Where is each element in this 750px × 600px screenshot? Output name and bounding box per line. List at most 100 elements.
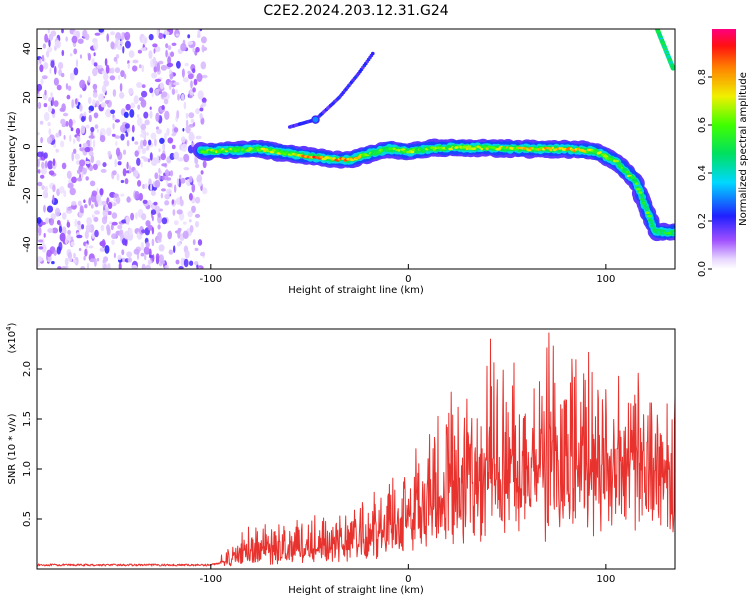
noise-speckle: [48, 39, 51, 48]
noise-speckle: [117, 161, 122, 166]
noise-speckle: [168, 83, 172, 91]
noise-speckle: [201, 187, 208, 195]
noise-speckle: [196, 73, 203, 82]
ridge-peak: [421, 149, 426, 152]
noise-speckle: [107, 150, 112, 157]
noise-speckle: [173, 151, 180, 160]
noise-speckle: [143, 111, 149, 119]
noise-speckle: [124, 123, 130, 129]
noise-speckle: [37, 158, 40, 168]
noise-speckle: [157, 224, 161, 230]
noise-speckle: [44, 160, 48, 169]
noise-speckle: [187, 70, 191, 75]
noise-speckle: [37, 83, 43, 92]
noise-speckle: [154, 138, 157, 147]
noise-speckle: [68, 257, 73, 262]
noise-speckle: [193, 78, 198, 86]
ridge-peak: [480, 147, 484, 151]
snr-y-multiplier: (x104): [5, 322, 18, 353]
noise-speckle: [76, 135, 80, 142]
noise-speckle: [181, 136, 186, 144]
ridge-peak: [649, 220, 653, 224]
noise-speckle: [111, 212, 118, 219]
noise-speckle: [61, 266, 67, 269]
noise-speckle: [73, 138, 76, 144]
noise-speckle: [197, 29, 201, 38]
noise-speckle: [90, 130, 94, 136]
noise-speckle: [125, 216, 130, 224]
noise-speckle: [142, 139, 147, 147]
noise-speckle: [96, 195, 101, 203]
noise-speckle: [96, 128, 99, 133]
noise-speckle: [65, 36, 68, 42]
noise-speckle: [177, 229, 181, 239]
noise-speckle: [115, 140, 118, 147]
noise-speckle: [147, 199, 152, 206]
noise-speckle: [83, 111, 87, 117]
noise-speckle: [115, 147, 121, 157]
noise-speckle: [85, 176, 89, 181]
noise-speckle: [192, 47, 195, 53]
noise-speckle: [55, 132, 60, 138]
snr-x-tick-label: -100: [199, 574, 222, 585]
noise-speckle: [159, 82, 165, 90]
noise-speckle: [90, 126, 95, 133]
noise-speckle: [61, 72, 65, 78]
ridge-peak: [639, 198, 645, 201]
noise-speckle: [195, 46, 200, 53]
noise-speckle: [66, 94, 71, 100]
noise-speckle: [194, 261, 199, 266]
noise-speckle: [157, 231, 162, 241]
noise-speckle: [188, 133, 195, 142]
noise-speckle: [43, 152, 48, 159]
secondary-traces: [288, 29, 675, 129]
noise-speckle: [151, 226, 155, 235]
noise-speckle: [114, 135, 121, 139]
noise-speckle: [100, 224, 105, 232]
noise-speckle: [92, 163, 98, 171]
snr-y-label: SNR (10 * v/v): [7, 413, 18, 484]
noise-speckle: [52, 158, 56, 167]
noise-speckle: [183, 258, 189, 268]
noise-speckle: [155, 112, 160, 122]
ridge-peak: [630, 176, 636, 179]
noise-speckle: [140, 252, 145, 257]
noise-speckle: [199, 107, 204, 112]
noise-speckle: [176, 177, 179, 186]
noise-speckle: [44, 89, 47, 96]
noise-speckle: [87, 96, 92, 105]
noise-speckle: [37, 261, 41, 268]
noise-speckle: [56, 246, 61, 255]
noise-speckle: [153, 201, 158, 206]
noise-speckle: [41, 75, 48, 80]
noise-speckle: [195, 135, 202, 140]
noise-speckle: [126, 251, 133, 258]
noise-speckle: [102, 209, 109, 217]
noise-speckle: [88, 197, 92, 206]
noise-speckle: [189, 219, 192, 223]
noise-speckle: [58, 68, 62, 77]
upper-right-trace-point: [670, 65, 675, 71]
noise-speckle: [110, 224, 114, 231]
noise-speckle: [69, 134, 72, 142]
noise-speckle: [46, 249, 52, 257]
noise-speckle: [128, 50, 135, 58]
ridge-peak: [551, 146, 555, 150]
noise-speckle: [189, 260, 194, 266]
colorbar-tick-label: 0.0: [697, 261, 708, 277]
noise-speckle: [38, 246, 44, 250]
noise-speckle: [171, 133, 177, 137]
noise-speckle: [47, 228, 54, 234]
ridge-peak: [598, 151, 602, 154]
noise-speckle: [165, 49, 168, 58]
noise-speckle: [110, 41, 115, 50]
noise-speckle: [47, 160, 54, 170]
noise-speckle: [171, 42, 177, 46]
noise-speckle: [132, 169, 139, 178]
noise-speckle: [129, 109, 135, 118]
noise-speckle: [60, 140, 65, 148]
noise-speckle: [113, 56, 118, 62]
noise-speckle: [37, 93, 41, 98]
noise-speckle: [171, 199, 175, 205]
noise-speckle: [59, 232, 66, 242]
